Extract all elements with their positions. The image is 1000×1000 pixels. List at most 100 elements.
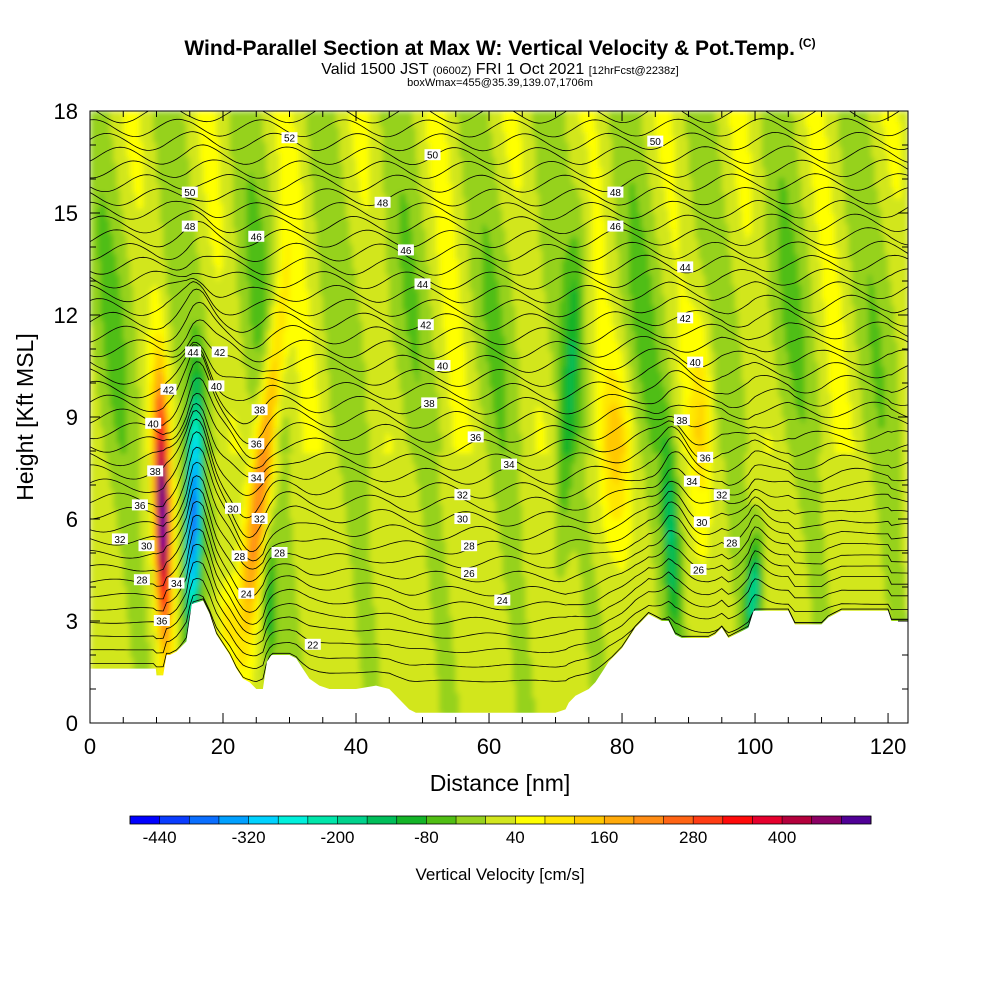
contour-label-text: 50: [650, 137, 662, 148]
colorbar-swatch: [841, 816, 872, 824]
contour-label-text: 22: [307, 640, 319, 651]
contour-label-text: 44: [680, 263, 692, 274]
contour-label-text: 40: [148, 419, 160, 430]
contour-label-text: 44: [417, 280, 429, 291]
theta-contour: [90, 418, 908, 519]
contour-label: 40: [434, 360, 451, 373]
contour-label: 50: [647, 135, 664, 148]
colorbar-swatch: [693, 816, 724, 824]
contour-label: 32: [713, 489, 730, 502]
contour-label-text: 42: [163, 385, 175, 396]
colorbar-swatch: [130, 816, 160, 824]
theta-contour: [90, 561, 908, 645]
contour-label: 36: [248, 438, 265, 451]
contour-label: 24: [238, 587, 255, 600]
colorbar-tick-label: -440: [143, 828, 177, 847]
colorbar-swatch: [544, 816, 575, 824]
contour-label-text: 40: [211, 382, 223, 393]
contour-label: 42: [677, 312, 694, 325]
contour-label-text: 34: [686, 477, 698, 488]
theta-contour: [90, 268, 908, 290]
colorbar-swatch: [752, 816, 783, 824]
colorbar-swatch: [218, 816, 249, 824]
y-tick-label: 12: [54, 303, 78, 328]
theta-contour: [90, 431, 908, 539]
colorbar-swatch: [722, 816, 753, 824]
contour-label-text: 38: [150, 467, 162, 478]
contour-label-text: 42: [214, 348, 226, 359]
colorbar-swatch: [811, 816, 842, 824]
contour-label-text: 42: [680, 314, 692, 325]
contour-label-text: 28: [234, 552, 246, 563]
contour-label: 34: [683, 475, 700, 488]
colorbar-tick-label: -80: [414, 828, 439, 847]
colorbar: -440 -320 -200 -80 40 160 280 400: [129, 815, 872, 847]
theta-contour: [90, 344, 908, 402]
contour-label-text: 42: [420, 321, 432, 332]
contour-label-text: 32: [114, 535, 126, 546]
colorbar-swatch: [307, 816, 338, 824]
contour-label-text: 46: [400, 246, 412, 257]
colorbar-tick-label: -200: [320, 828, 354, 847]
contour-label: 32: [454, 489, 471, 502]
contour-label: 46: [607, 220, 624, 233]
contour-label: 30: [693, 516, 710, 529]
colorbar-swatch: [782, 816, 813, 824]
x-axis-label: Distance [nm]: [430, 770, 571, 796]
contour-label: 38: [673, 414, 690, 427]
contour-label-text: 26: [464, 569, 476, 580]
contour-label: 28: [231, 550, 248, 563]
theta-contour: [90, 172, 908, 193]
colorbar-swatch: [189, 816, 220, 824]
x-tick-label: 100: [737, 734, 774, 759]
colorbar-swatch: [159, 816, 190, 824]
colorbar-swatch: [456, 816, 486, 824]
contour-label: 48: [374, 196, 391, 209]
theta-contour: [90, 578, 908, 657]
contour-label: 28: [723, 536, 740, 549]
contour-label: 28: [461, 540, 478, 553]
theta-contour: [90, 528, 908, 625]
contour-label-text: 40: [690, 358, 702, 369]
x-tick-label: 0: [84, 734, 96, 759]
colorbar-tick-label: 160: [590, 828, 618, 847]
theta-contour: [90, 403, 908, 479]
theta-contour: [90, 475, 908, 570]
colorbar-swatch: [485, 816, 516, 824]
theta-contour: [90, 594, 908, 669]
theta-contour: [90, 361, 908, 445]
theta-contour: [90, 319, 908, 363]
colorbar-swatch: [426, 816, 457, 824]
contour-label-text: 46: [251, 232, 263, 243]
x-tick-label: 60: [477, 734, 501, 759]
y-tick-label: 9: [66, 405, 78, 430]
contour-label-text: 44: [188, 348, 200, 359]
theta-contour: [90, 186, 908, 207]
contour-label-text: 28: [464, 542, 476, 553]
contour-label: 26: [690, 564, 707, 577]
contour-label: 38: [251, 404, 268, 417]
chart-subtitle: Valid 1500 JST (0600Z) FRI 1 Oct 2021 [1…: [0, 61, 1000, 79]
contour-label: 50: [424, 149, 441, 162]
contour-label-text: 36: [251, 440, 263, 451]
contour-label: 32: [251, 513, 268, 526]
theta-contour: [90, 461, 908, 562]
theta-contour: [90, 288, 908, 333]
contour-label: 26: [461, 567, 478, 580]
contour-label-text: 32: [254, 515, 266, 526]
x-tick-label: 40: [344, 734, 368, 759]
colorbar-swatch: [337, 816, 368, 824]
contour-label-text: 50: [427, 151, 439, 162]
colorbar-tick-label: 400: [768, 828, 796, 847]
theta-contour: [90, 118, 908, 138]
theta-contour: [90, 159, 908, 179]
contour-label-text: 52: [284, 134, 296, 145]
colorbar-swatch: [604, 816, 635, 824]
colorbar-swatch: [515, 816, 546, 824]
colorbar-tick-label: -320: [232, 828, 266, 847]
contour-label: 36: [131, 499, 148, 512]
y-tick-label: 0: [66, 711, 78, 736]
contour-label: 30: [454, 513, 471, 526]
y-axis-label: Height [Kft MSL]: [12, 333, 38, 500]
